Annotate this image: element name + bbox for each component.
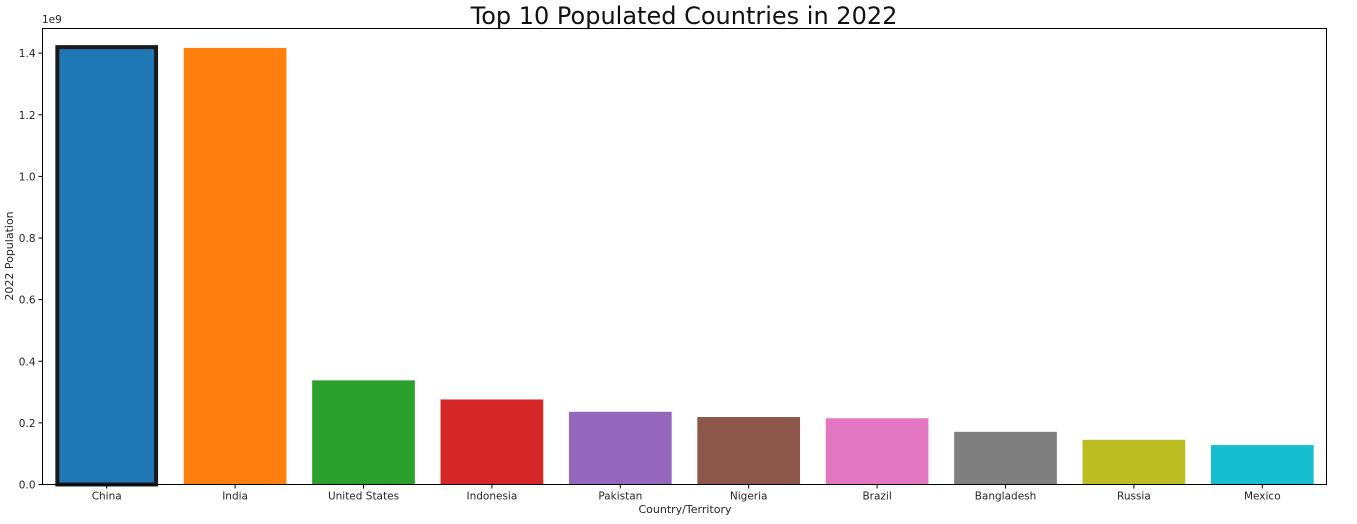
bar-mexico xyxy=(1210,445,1314,485)
bar-bangladesh xyxy=(954,431,1057,485)
x-tick-label: Nigeria xyxy=(730,491,768,503)
x-axis: China India United States Indonesia Pakistan… xyxy=(92,484,1281,503)
bar-nigeria xyxy=(697,417,801,485)
chart-title: Top 10 Populated Countries in 2022 xyxy=(470,2,898,30)
y-tick-label: 1.0 xyxy=(19,171,36,183)
bar-russia xyxy=(1082,439,1186,485)
x-axis-label: Country/Territory xyxy=(638,503,731,516)
bar-brazil xyxy=(825,418,929,485)
x-tick-label: Indonesia xyxy=(467,491,518,503)
bar-china xyxy=(55,45,159,487)
bar-india xyxy=(183,47,287,485)
x-tick-label: Brazil xyxy=(862,491,891,503)
y-axis-offset-label: 1e9 xyxy=(42,14,62,26)
y-tick-label: 0.2 xyxy=(19,418,36,430)
bar-pakistan xyxy=(568,411,672,485)
y-tick-label: 1.2 xyxy=(19,110,36,122)
y-axis-label: 2022 Population xyxy=(3,211,16,300)
x-tick-label: United States xyxy=(328,491,399,503)
x-tick-label: Russia xyxy=(1117,491,1151,503)
bars-group xyxy=(55,45,1314,487)
y-tick-label: 1.4 xyxy=(19,48,36,60)
plot-area-frame xyxy=(42,28,1327,485)
x-tick-label: China xyxy=(92,491,122,503)
x-tick-label: India xyxy=(222,491,248,503)
x-tick-label: Mexico xyxy=(1244,491,1281,503)
y-tick-label: 0.8 xyxy=(19,233,36,245)
y-axis: 0.0 0.2 0.4 0.6 0.8 1.0 1.2 1.4 xyxy=(19,48,43,492)
y-tick-label: 0.0 xyxy=(19,480,36,492)
x-tick-label: Pakistan xyxy=(598,491,642,503)
bar-indonesia xyxy=(440,399,544,485)
bar-united-states xyxy=(312,380,415,485)
x-tick-label: Bangladesh xyxy=(975,491,1037,503)
y-tick-label: 0.4 xyxy=(19,356,36,368)
y-tick-label: 0.6 xyxy=(19,295,36,307)
